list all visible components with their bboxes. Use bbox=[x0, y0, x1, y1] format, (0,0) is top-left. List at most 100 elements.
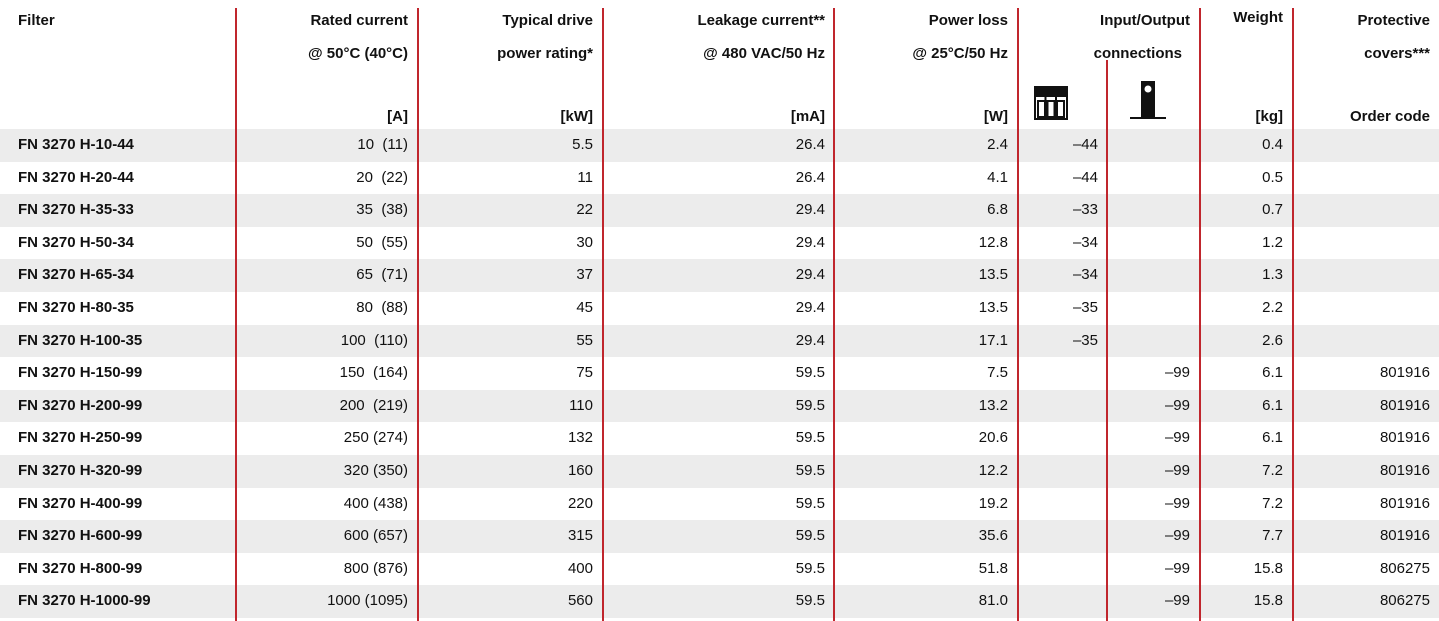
cell: 29.4 bbox=[795, 299, 825, 316]
cell: 6.1 bbox=[1262, 396, 1283, 414]
cell: –99 bbox=[1164, 527, 1190, 545]
header-cell: [W] bbox=[983, 108, 1008, 125]
cell: 110 bbox=[569, 396, 593, 414]
header-cell: Typical drive bbox=[502, 12, 593, 29]
row-label: FN 3270 H-600-99 bbox=[18, 527, 143, 545]
header-cell: Input/Output bbox=[1100, 12, 1190, 29]
cell: 13.2 bbox=[978, 396, 1008, 414]
cell: 801916 bbox=[1379, 494, 1430, 512]
cell: 15.8 bbox=[1253, 559, 1283, 577]
cell: 10 (11) bbox=[357, 136, 408, 153]
cell: 806275 bbox=[1379, 559, 1430, 577]
cell: 2.6 bbox=[1262, 331, 1283, 349]
cell: 1.3 bbox=[1262, 266, 1283, 284]
cell: 150 (164) bbox=[339, 364, 408, 382]
row-band bbox=[0, 585, 1439, 618]
cell: 17.1 bbox=[978, 331, 1008, 349]
header-cell: @ 50°C (40°C) bbox=[308, 45, 408, 62]
header-cell: [A] bbox=[387, 108, 408, 125]
terminal-block-icon bbox=[1034, 86, 1068, 120]
cell: –33 bbox=[1072, 201, 1098, 219]
row-band bbox=[0, 259, 1439, 292]
cell: 13.5 bbox=[978, 299, 1008, 316]
cell: 220 bbox=[567, 494, 593, 512]
cell: 2.2 bbox=[1262, 299, 1283, 316]
row-band bbox=[0, 389, 1439, 423]
cell: 400 (438) bbox=[343, 494, 408, 512]
cell: 59.5 bbox=[795, 462, 825, 479]
cell: 65 (71) bbox=[356, 266, 408, 284]
cell: 400 bbox=[567, 559, 593, 577]
cell: 59.5 bbox=[795, 559, 825, 577]
cell: 7.2 bbox=[1262, 462, 1283, 479]
cell: 250 (274) bbox=[343, 429, 408, 447]
cell: 59.5 bbox=[795, 592, 825, 610]
cell: 0.7 bbox=[1262, 201, 1283, 219]
cell: 55 bbox=[576, 331, 593, 349]
cell: 22 bbox=[576, 201, 593, 219]
header-cell: Protective bbox=[1357, 12, 1430, 29]
cell: 59.5 bbox=[795, 527, 825, 545]
cell: 7.2 bbox=[1262, 494, 1283, 512]
cell: 29.4 bbox=[795, 331, 825, 349]
row-band bbox=[0, 129, 1439, 162]
header-cell: Filter bbox=[18, 12, 55, 29]
header-cell: Order code bbox=[1349, 108, 1430, 125]
cell: 19.2 bbox=[978, 494, 1008, 512]
row-label: FN 3270 H-80-35 bbox=[18, 299, 134, 316]
row-label: FN 3270 H-50-34 bbox=[18, 233, 134, 251]
cell: 315 bbox=[567, 527, 593, 545]
cell: 20 (22) bbox=[356, 168, 408, 186]
cell: 5.5 bbox=[572, 136, 593, 153]
cell: 50 (55) bbox=[356, 233, 408, 251]
cell: 20.6 bbox=[978, 429, 1008, 447]
header-cell: Power loss bbox=[928, 12, 1008, 29]
cell: –35 bbox=[1072, 331, 1098, 349]
cell: 1000 (1095) bbox=[327, 592, 408, 610]
cell: 7.7 bbox=[1262, 527, 1283, 545]
row-band bbox=[0, 324, 1439, 358]
cell: 30 bbox=[576, 233, 593, 251]
cell: –34 bbox=[1072, 266, 1098, 284]
row-label: FN 3270 H-20-44 bbox=[18, 168, 134, 186]
column-divider bbox=[1017, 8, 1019, 621]
cell: 6.8 bbox=[987, 201, 1008, 219]
cell: 59.5 bbox=[795, 364, 825, 382]
header-cell: [kW] bbox=[560, 108, 594, 125]
cell: 45 bbox=[576, 299, 593, 316]
cell: –99 bbox=[1164, 429, 1190, 447]
column-divider bbox=[235, 8, 237, 621]
cell: 26.4 bbox=[795, 168, 825, 186]
header-cell: power rating* bbox=[497, 45, 593, 62]
cell: 0.4 bbox=[1262, 136, 1283, 153]
row-label: FN 3270 H-10-44 bbox=[18, 136, 134, 153]
cell: 81.0 bbox=[978, 592, 1008, 610]
row-label: FN 3270 H-320-99 bbox=[18, 462, 143, 479]
cell: 801916 bbox=[1379, 364, 1430, 382]
column-divider bbox=[1199, 8, 1201, 621]
cell: 51.8 bbox=[978, 559, 1008, 577]
busbar-icon bbox=[1130, 81, 1166, 119]
cell: 560 bbox=[567, 592, 593, 610]
cell: –35 bbox=[1072, 299, 1098, 316]
row-label: FN 3270 H-400-99 bbox=[18, 494, 143, 512]
cell: 75 bbox=[576, 364, 593, 382]
column-divider bbox=[417, 8, 419, 621]
row-band bbox=[0, 194, 1439, 227]
cell: –99 bbox=[1164, 462, 1190, 479]
header-cell: Leakage current** bbox=[697, 12, 825, 29]
row-label: FN 3270 H-1000-99 bbox=[18, 592, 151, 610]
cell: 12.2 bbox=[978, 462, 1008, 479]
cell: 200 (219) bbox=[339, 396, 408, 414]
cell: 59.5 bbox=[795, 494, 825, 512]
cell: 160 bbox=[567, 462, 593, 479]
header-cell: @ 25°C/50 Hz bbox=[912, 45, 1008, 62]
cell: 132 bbox=[567, 429, 593, 447]
cell: 26.4 bbox=[795, 136, 825, 153]
cell: 100 (110) bbox=[340, 331, 408, 349]
cell: 35 (38) bbox=[356, 201, 408, 219]
row-band bbox=[0, 455, 1439, 488]
cell: 4.1 bbox=[987, 168, 1008, 186]
cell: –44 bbox=[1072, 168, 1098, 186]
cell: 801916 bbox=[1379, 396, 1430, 414]
